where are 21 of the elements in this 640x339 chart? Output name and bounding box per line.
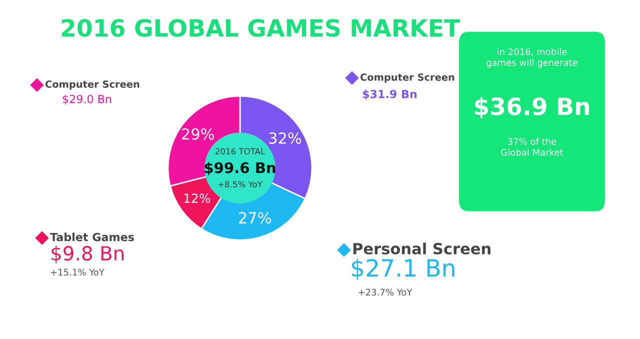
text: 2016 TOTAL — [215, 148, 266, 154]
text: +8.5% YoY — [218, 181, 263, 188]
data-label: 27% — [239, 212, 271, 224]
legend-label: Personal Screen — [353, 242, 490, 254]
text: +23.7% YoY — [358, 288, 412, 296]
data-label: 29% — [182, 128, 214, 140]
legend-label: Computer Screen — [45, 80, 140, 90]
data-label: 32% — [269, 132, 302, 144]
text: $36.9 Bn — [474, 96, 590, 118]
text: +15.1% YoY — [50, 268, 104, 276]
text: 37% of the Global Market — [501, 138, 564, 156]
data-label: 12% — [184, 193, 210, 203]
text: $31.9 Bn — [362, 90, 417, 100]
chart-title: 2016 GLOBAL GAMES MARKET — [62, 18, 460, 37]
legend-label: Computer Screen — [360, 73, 454, 83]
text: $99.6 Bn — [204, 162, 276, 176]
text: $9.8 Bn — [52, 246, 124, 264]
text: $27.1 Bn — [352, 258, 454, 280]
text: $29.0 Bn — [62, 94, 112, 105]
legend-label: Tablet Games — [50, 232, 134, 242]
text: in 2016, mobile games will generate — [486, 48, 578, 68]
